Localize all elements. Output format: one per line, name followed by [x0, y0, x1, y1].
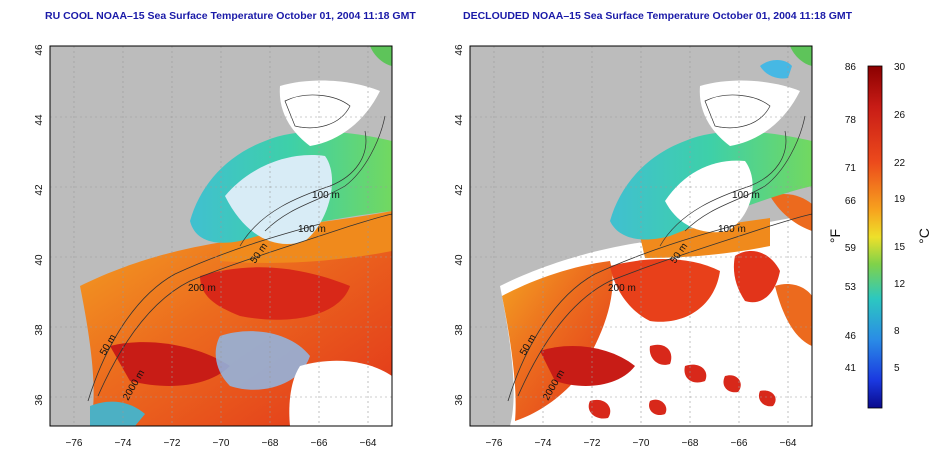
masked-region — [665, 160, 753, 233]
slope-water — [640, 218, 770, 258]
lon-tick-label: −70 — [633, 438, 650, 449]
map-frame — [49, 45, 393, 427]
left-map-title: RU COOL NOAA–15 Sea Surface Temperature … — [45, 10, 416, 22]
ocean-water — [502, 261, 613, 421]
lon-tick-label: −70 — [213, 438, 230, 449]
left-sst-map: 100 m 100 m 50 m 200 m 50 m 2000 m 46 44… — [34, 44, 393, 449]
latitude-axis: 46 44 42 40 38 36 — [454, 44, 465, 406]
longitude-axis: −76 −74 −72 −70 −68 −66 −64 — [486, 438, 797, 449]
fahrenheit-tick: 53 — [845, 282, 857, 293]
celsius-unit-label: °C — [916, 228, 932, 244]
contour-label-100m: 100 m — [298, 224, 326, 235]
contour-label-100m: 100 m — [718, 224, 746, 235]
lat-tick-label: 36 — [454, 394, 465, 406]
masked-region-north — [699, 80, 800, 146]
lat-tick-label: 46 — [454, 44, 465, 56]
warm-eddy — [110, 342, 230, 386]
colorbar-gradient — [867, 65, 883, 409]
lon-tick-label: −74 — [115, 438, 132, 449]
cloud-patch-north — [279, 80, 380, 146]
fahrenheit-tick: 86 — [845, 62, 857, 73]
map-frame — [469, 45, 813, 427]
graticule — [470, 46, 812, 426]
lon-tick-label: −66 — [731, 438, 748, 449]
gulf-stream — [610, 259, 720, 322]
right-sst-map: 100 m 100 m 50 m 200 m 50 m 2000 m 46 44… — [454, 44, 813, 449]
lat-tick-label: 44 — [454, 114, 465, 126]
scattered-warm-pixels — [588, 344, 776, 419]
lon-tick-label: −72 — [164, 438, 181, 449]
celsius-ticks: 30 26 22 19 15 12 8 5 — [894, 62, 906, 374]
fahrenheit-tick: 59 — [845, 243, 857, 254]
lon-tick-label: −68 — [262, 438, 279, 449]
lat-tick-label: 42 — [34, 184, 45, 196]
right-map-title: DECLOUDED NOAA–15 Sea Surface Temperatur… — [463, 10, 853, 22]
gulf-stream — [200, 267, 350, 320]
lat-tick-label: 38 — [34, 324, 45, 336]
celsius-tick: 30 — [894, 62, 906, 73]
lon-tick-label: −74 — [535, 438, 552, 449]
contour-label-200m: 200 m — [188, 283, 216, 294]
celsius-tick: 12 — [894, 279, 906, 290]
celsius-tick: 26 — [894, 110, 906, 121]
contour-label-100m: 100 m — [312, 190, 340, 201]
lat-tick-label: 38 — [454, 324, 465, 336]
lon-tick-label: −76 — [66, 438, 83, 449]
lon-tick-label: −64 — [360, 438, 377, 449]
contour-line — [97, 213, 393, 397]
fahrenheit-tick: 46 — [845, 331, 857, 342]
lon-tick-label: −76 — [486, 438, 503, 449]
lat-tick-label: 46 — [34, 44, 45, 56]
celsius-tick: 5 — [894, 363, 900, 374]
celsius-tick: 19 — [894, 194, 906, 205]
lon-tick-label: −68 — [682, 438, 699, 449]
fahrenheit-unit-label: °F — [828, 229, 843, 243]
fahrenheit-tick: 78 — [845, 115, 857, 126]
fahrenheit-ticks: 86 78 71 66 59 53 46 41 — [845, 62, 857, 374]
longitude-axis: −76 −74 −72 −70 −68 −66 −64 — [66, 438, 377, 449]
lon-tick-label: −72 — [584, 438, 601, 449]
fahrenheit-tick: 71 — [845, 163, 857, 174]
contour-label-200m: 200 m — [608, 283, 636, 294]
cloud-patch-south — [215, 331, 310, 390]
lat-tick-label: 42 — [454, 184, 465, 196]
graticule — [50, 46, 392, 426]
lat-tick-label: 40 — [454, 254, 465, 266]
celsius-tick: 22 — [894, 158, 906, 169]
contour-line — [517, 213, 813, 397]
temperature-colorbar: 86 78 71 66 59 53 46 41 30 26 22 19 15 1… — [828, 62, 932, 409]
celsius-tick: 8 — [894, 326, 900, 337]
lon-tick-label: −66 — [311, 438, 328, 449]
cold-water — [225, 155, 333, 244]
contour-label-100m: 100 m — [732, 190, 760, 201]
warm-eddy — [540, 346, 635, 386]
lat-tick-label: 40 — [34, 254, 45, 266]
lat-tick-label: 36 — [34, 394, 45, 406]
fahrenheit-tick: 66 — [845, 196, 857, 207]
fahrenheit-tick: 41 — [845, 363, 857, 374]
latitude-axis: 46 44 42 40 38 36 — [34, 44, 45, 406]
lat-tick-label: 44 — [34, 114, 45, 126]
celsius-tick: 15 — [894, 242, 906, 253]
lon-tick-label: −64 — [780, 438, 797, 449]
